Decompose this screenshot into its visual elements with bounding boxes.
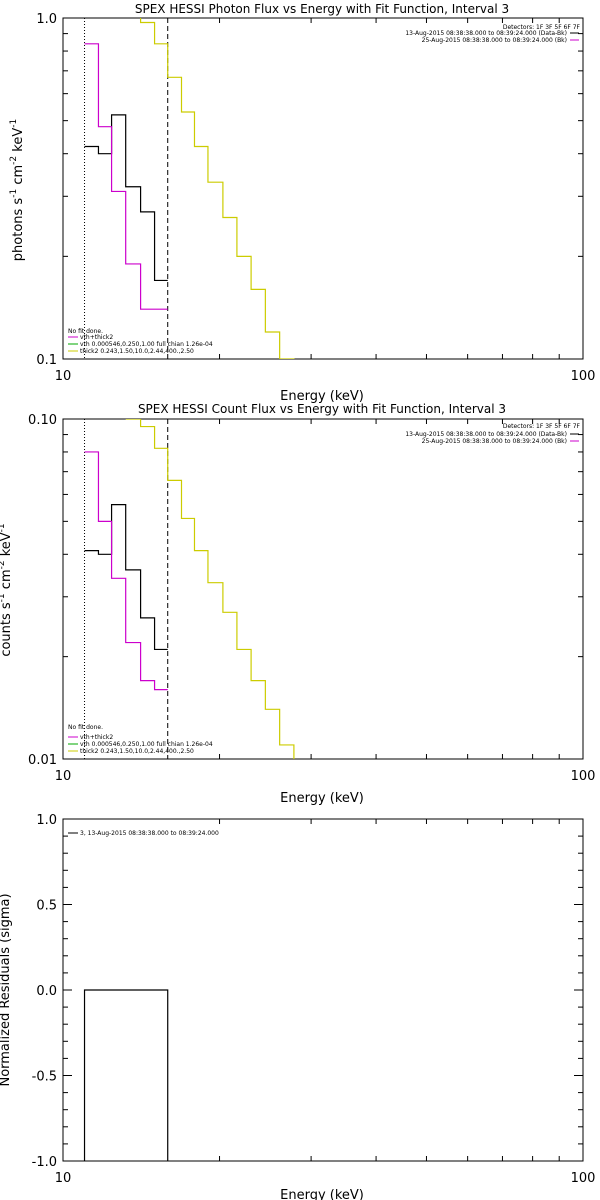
count-info-text: 25-Aug-2015 08:38:38.000 to 08:39:24.000… bbox=[422, 438, 567, 445]
photon-series-group bbox=[84, 18, 295, 359]
count-x-axis-label: Energy (keV) bbox=[280, 791, 364, 806]
residuals-y-tick-label: 0.5 bbox=[36, 899, 57, 914]
photon-y-label-part-2: cm bbox=[11, 165, 26, 189]
photon-y-label-sup-1: -1 bbox=[9, 189, 19, 198]
residuals-panel: Energy (keV) Normalized Residuals (sigma… bbox=[0, 813, 595, 1200]
photon-series-0-line bbox=[84, 114, 168, 282]
count-x-tick-label: 10 bbox=[55, 769, 72, 784]
count-info-lines: 13-Aug-2015 08:38:38.000 to 08:39:24.000… bbox=[405, 431, 579, 445]
residuals-series-group bbox=[83, 989, 169, 1161]
count-series-0-line bbox=[84, 504, 168, 651]
photon-axes-frame bbox=[62, 17, 584, 360]
count-legend-label: vth+thick2 bbox=[80, 734, 113, 741]
count-info-text: 13-Aug-2015 08:38:38.000 to 08:39:24.000… bbox=[405, 431, 567, 438]
count-y-axis-label: counts s-1 cm-2 keV-1 bbox=[0, 523, 14, 656]
count-y-label-part-3: keV bbox=[0, 532, 14, 560]
count-y-label-sup-1: -1 bbox=[0, 593, 7, 602]
count-legend-title: No fit done. bbox=[68, 724, 103, 731]
photon-y-tick-label: 0.1 bbox=[36, 353, 57, 368]
photon-series-1-line bbox=[84, 43, 168, 310]
count-series-2-line bbox=[125, 419, 295, 759]
residuals-legend: 3, 13-Aug-2015 08:38:38.000 to 08:39:24.… bbox=[68, 830, 219, 837]
residuals-x-tick-label: 100 bbox=[571, 1171, 596, 1186]
photon-y-label-sup-3: -1 bbox=[9, 119, 19, 128]
count-y-label-part-2: cm bbox=[0, 569, 14, 593]
photon-flux-panel: SPEX HESSI Photon Flux vs Energy with Fi… bbox=[9, 2, 595, 404]
photon-legend-label: thick2 0.243,1.50,10.0,2.44,400.,2.50 bbox=[80, 348, 194, 355]
count-detectors-label: Detectors: 1F 3F 5F 6F 7F bbox=[503, 423, 581, 430]
photon-legend-title: No fit done. bbox=[68, 328, 103, 335]
photon-y-label-sup-2: -2 bbox=[9, 156, 19, 165]
residuals-y-tick-label: 0.0 bbox=[36, 984, 57, 999]
residuals-y-axis-label: Normalized Residuals (sigma) bbox=[0, 893, 13, 1086]
count-plot-area: 10 100 0.01 0.10 bbox=[28, 413, 595, 784]
count-flux-panel: SPEX HESSI Count Flux vs Energy with Fit… bbox=[0, 402, 595, 806]
photon-legend-label: vth 0.000546,0.250,1.00 full chian 1.26e… bbox=[80, 341, 213, 348]
count-y-label-sup-2: -2 bbox=[0, 560, 7, 569]
photon-detectors-label: Detectors: 1F 3F 5F 6F 7F bbox=[503, 24, 581, 31]
photon-info-text: 13-Aug-2015 08:38:38.000 to 08:39:24.000… bbox=[405, 30, 567, 37]
photon-plot-area: 10 100 0.1 1.0 bbox=[36, 12, 596, 384]
photon-x-tick-label: 100 bbox=[571, 369, 596, 384]
residuals-y-tick-label: -0.5 bbox=[32, 1070, 57, 1085]
residuals-legend-label: 3, 13-Aug-2015 08:38:38.000 to 08:39:24.… bbox=[80, 830, 219, 837]
photon-info-lines: 13-Aug-2015 08:38:38.000 to 08:39:24.000… bbox=[405, 30, 579, 44]
count-y-label-sup-3: -1 bbox=[0, 523, 7, 532]
residuals-x-tick-label: 10 bbox=[55, 1171, 72, 1186]
count-y-tick-label: 0.10 bbox=[28, 413, 57, 428]
photon-chart-title: SPEX HESSI Photon Flux vs Energy with Fi… bbox=[135, 2, 509, 16]
count-y-tick-label: 0.01 bbox=[28, 753, 57, 768]
photon-y-label-part-1: photons s bbox=[11, 198, 26, 262]
photon-series-2-line bbox=[139, 18, 295, 359]
photon-x-tick-label: 10 bbox=[55, 369, 72, 384]
count-y-label-part-1: counts s bbox=[0, 602, 14, 657]
residuals-y-tick-label: -1.0 bbox=[32, 1155, 57, 1170]
photon-y-tick-label: 1.0 bbox=[36, 12, 57, 27]
count-chart-title: SPEX HESSI Count Flux vs Energy with Fit… bbox=[138, 402, 506, 416]
photon-x-axis-label: Energy (keV) bbox=[280, 389, 364, 404]
count-axes-frame bbox=[62, 418, 584, 760]
residuals-series-0-line bbox=[83, 989, 169, 1161]
count-x-tick-label: 100 bbox=[571, 769, 596, 784]
residuals-plot-area: 10 100 -1.0 -0.5 0.0 0.5 1.0 bbox=[32, 813, 596, 1186]
count-series-group bbox=[84, 419, 295, 759]
photon-legend-label: vth+thick2 bbox=[80, 334, 113, 341]
residuals-x-axis-label: Energy (keV) bbox=[280, 1188, 364, 1200]
count-legend-label: thick2 0.243,1.50,10.0,2.44,400.,2.50 bbox=[80, 748, 194, 755]
photon-y-label-part-3: keV bbox=[11, 128, 26, 156]
residuals-y-tick-label: 1.0 bbox=[36, 813, 57, 828]
photon-y-axis-label: photons s-1 cm-2 keV-1 bbox=[9, 119, 26, 261]
count-legend-label: vth 0.000546,0.250,1.00 full chian 1.26e… bbox=[80, 741, 213, 748]
count-series-1-line bbox=[84, 451, 168, 691]
photon-info-text: 25-Aug-2015 08:38:38.000 to 08:39:24.000… bbox=[422, 37, 567, 44]
